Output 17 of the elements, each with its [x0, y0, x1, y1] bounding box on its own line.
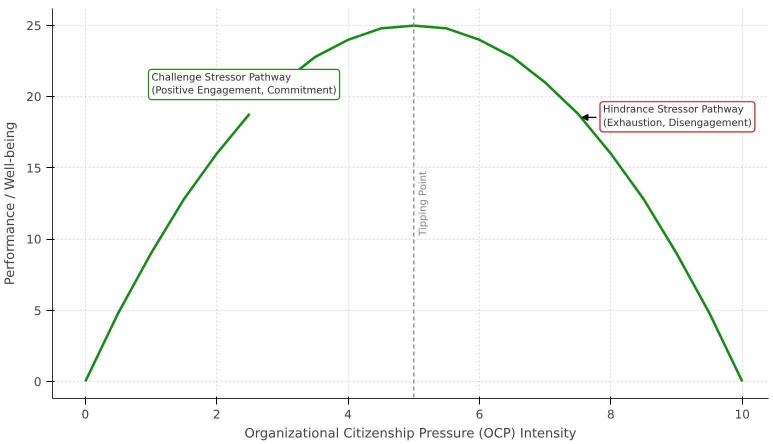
x-tick-label: 4	[344, 408, 352, 422]
y-axis-title: Performance / Well-being	[3, 122, 18, 286]
annotation: Hindrance Stressor Pathway (Exhaustion, Disengagement)	[602, 104, 752, 129]
x-tick-label: 0	[82, 408, 90, 422]
x-tick-label: 6	[476, 408, 484, 422]
x-tick-label: 2	[212, 408, 221, 422]
x-tick-label: 10	[734, 408, 750, 422]
y-tick-label: 0	[34, 374, 42, 389]
y-tick-label: 15	[26, 161, 42, 176]
annotation: Challenge Stressor Pathway (Positive Engagement, Commitment)	[152, 72, 337, 97]
x-tick-label: 8	[607, 408, 615, 422]
y-tick-label: 20	[26, 90, 42, 104]
ref-line-label: Tipping Point	[418, 171, 429, 237]
y-tick-label: 5	[34, 304, 42, 318]
y-tick-label: 25	[26, 19, 42, 34]
x-axis-title: Organizational Citizenship Pressure (OCP) Intensity	[244, 426, 577, 442]
y-tick-label: 10	[26, 232, 42, 247]
